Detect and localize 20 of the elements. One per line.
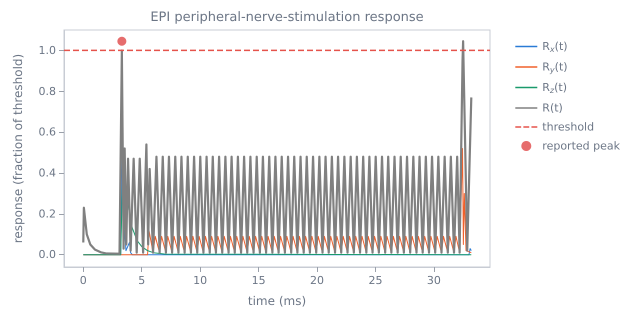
y-tick-label: 0.0 <box>38 248 56 262</box>
x-tick-label: 10 <box>193 274 208 287</box>
x-tick-label: 20 <box>310 274 324 287</box>
y-tick-label: 1.0 <box>38 44 56 57</box>
legend-label: R(t) <box>542 102 563 114</box>
legend-label: reported peak <box>542 140 621 152</box>
x-tick-label: 30 <box>426 274 441 287</box>
x-tick-label: 5 <box>138 274 146 287</box>
x-tick-label: 15 <box>252 274 266 287</box>
x-axis-title: time (ms) <box>248 294 306 308</box>
y-tick-label: 0.6 <box>38 126 56 139</box>
x-tick-label: 0 <box>80 274 87 287</box>
legend-label: threshold <box>542 120 594 134</box>
y-axis-title: response (fraction of threshold) <box>11 54 25 244</box>
chart-title: EPI peripheral-nerve-stimulation response <box>150 10 424 25</box>
y-tick-label: 0.4 <box>38 166 56 180</box>
y-tick-label: 0.2 <box>38 207 56 220</box>
x-tick-label: 25 <box>368 274 382 287</box>
line-series <box>82 40 472 255</box>
y-tick-label: 0.8 <box>38 84 56 98</box>
